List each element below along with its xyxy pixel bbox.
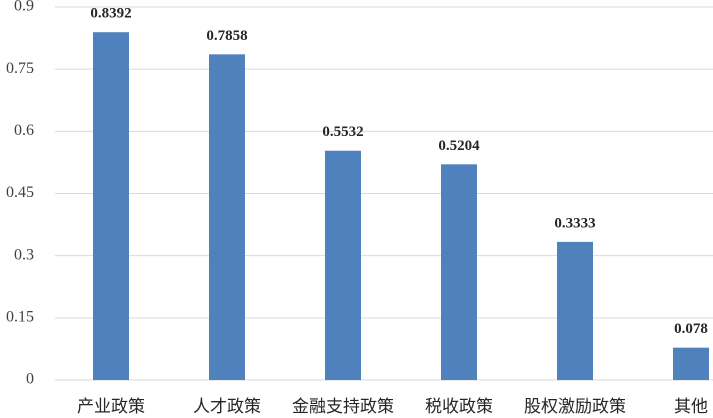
x-tick-label: 人才政策: [193, 397, 261, 416]
value-label: 0.3333: [554, 215, 595, 231]
bar: [93, 32, 129, 381]
y-tick-label: 0.15: [6, 309, 34, 326]
x-tick-label: 金融支持政策: [292, 397, 394, 416]
value-label: 0.7858: [206, 28, 247, 44]
y-tick-label: 0.75: [6, 60, 34, 77]
value-label: 0.5204: [438, 138, 480, 154]
y-tick-label: 0.9: [14, 0, 34, 15]
y-tick-label: 0.6: [14, 122, 34, 139]
y-tick-label: 0.3: [14, 246, 34, 263]
x-tick-label: 税收政策: [425, 397, 493, 416]
bar: [673, 347, 709, 380]
bar: [325, 150, 361, 380]
value-label: 0.8392: [90, 6, 131, 22]
y-tick-label: 0: [26, 371, 34, 388]
value-label: 0.5532: [322, 124, 363, 140]
bar: [441, 164, 477, 380]
bar: [209, 54, 245, 380]
x-tick-label: 股权激励政策: [524, 397, 626, 416]
x-tick-label: 其他: [674, 397, 708, 416]
y-tick-label: 0.45: [6, 184, 34, 201]
value-label: 0.078: [674, 321, 708, 337]
bar: [557, 241, 593, 380]
x-tick-label: 产业政策: [77, 397, 145, 416]
